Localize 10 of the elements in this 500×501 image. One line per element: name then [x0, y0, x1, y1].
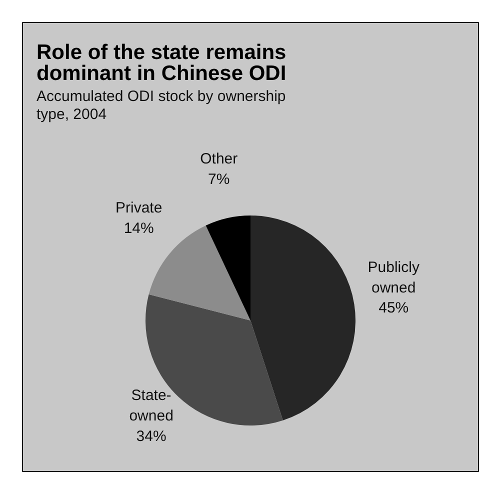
slice-label: Other	[200, 150, 238, 168]
chart-subtitle: Accumulated ODI stock by ownership type, 2004	[36, 88, 286, 123]
chart-title: Role of the state remains dominant in Chinese ODI	[36, 41, 286, 85]
data-label: 7%	[208, 170, 230, 188]
data-label: 14%	[124, 220, 154, 237]
slice-label: Publicly owned	[368, 258, 420, 296]
slice-label: State-owned	[129, 387, 174, 425]
slice-label: Private	[116, 199, 162, 216]
data-label: 34%	[136, 428, 166, 446]
data-label: 45%	[378, 300, 409, 317]
